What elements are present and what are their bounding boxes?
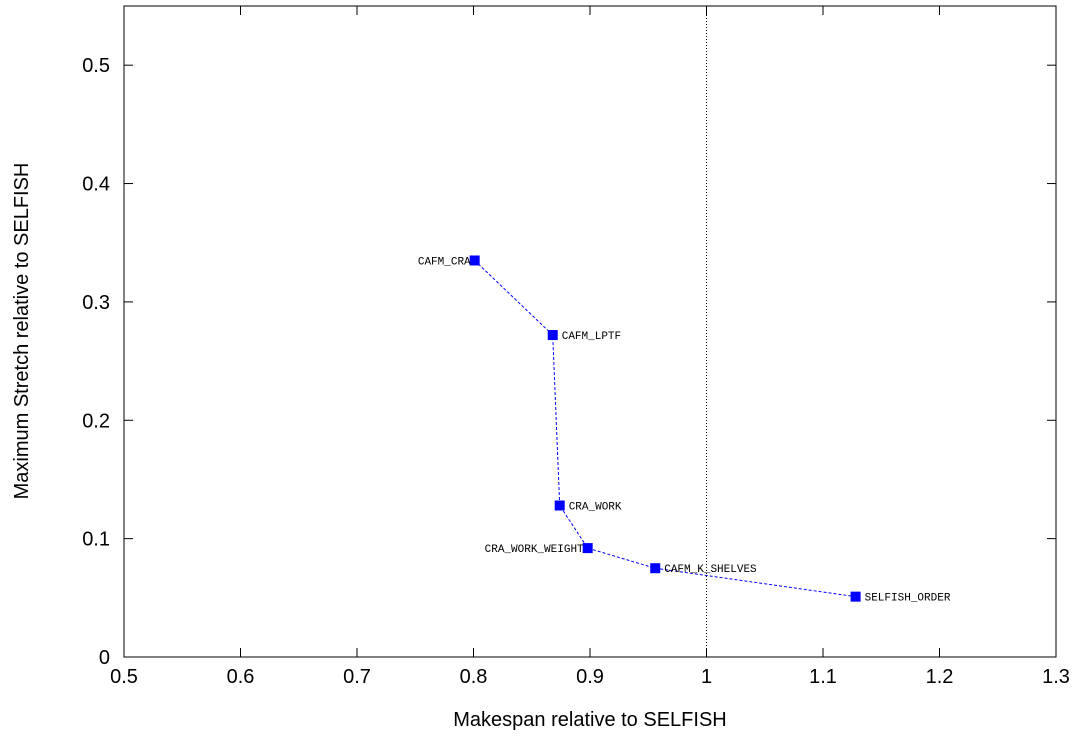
y-tick-label: 0.3 (82, 292, 110, 314)
data-label: CRA_WORK (569, 501, 622, 513)
data-label: CAFM_CRA (418, 256, 471, 268)
data-label: CRA_WORK_WEIGHT (485, 544, 584, 556)
data-point (850, 591, 861, 602)
data-label: CAFM_K_SHELVES (664, 564, 757, 576)
data-point (650, 563, 661, 574)
ticks: 0.5 0.6 0.7 0.8 0.9 1 1.1 1.2 1.3 0 0.1 0.2 0.3 0.4 0.… (82, 6, 1070, 688)
data-label: CAFM_LPTF (562, 331, 621, 343)
x-tick-label: 0.6 (227, 666, 255, 688)
data-point (582, 543, 593, 554)
points: CAFM_CRA CAFM_LPTF CRA_WORK CRA_WORK_WEIGHT… (418, 255, 951, 605)
x-tick-label: 0.8 (460, 666, 488, 688)
x-tick-label: 0.9 (576, 666, 604, 688)
y-tick-label: 0.5 (82, 55, 110, 77)
x-tick-label: 1 (701, 666, 712, 688)
x-tick-label: 1.3 (1042, 666, 1070, 688)
x-tick-label: 1.2 (926, 666, 954, 688)
y-tick-label: 0.4 (82, 174, 110, 196)
x-tick-label: 0.7 (343, 666, 371, 688)
x-axis-title: Makespan relative to SELFISH (453, 709, 726, 731)
y-axis-title: Maximum Stretch relative to SELFISH (11, 163, 33, 500)
y-tick-label: 0.2 (82, 410, 110, 432)
data-point (554, 500, 565, 511)
data-label: SELFISH_ORDER (865, 593, 951, 605)
data-point (547, 330, 558, 341)
y-tick-label: 0.1 (82, 529, 110, 551)
y-tick-label: 0 (99, 647, 110, 669)
x-tick-label: 1.1 (809, 666, 837, 688)
x-tick-label: 0.5 (110, 666, 138, 688)
data-point (469, 255, 480, 266)
